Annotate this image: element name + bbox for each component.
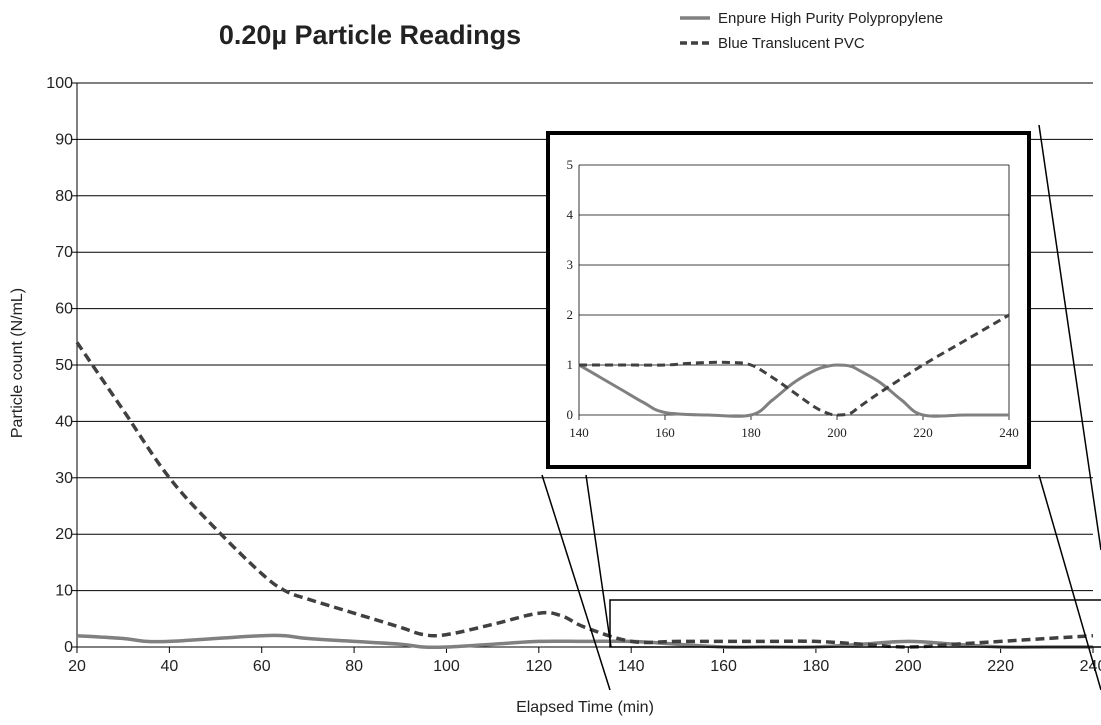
x-tick-label-40: 40 (160, 658, 178, 675)
zoom-connector-right-upper (1038, 124, 1101, 551)
zoom-callout (541, 124, 1101, 691)
x-tick-label-120: 120 (525, 658, 552, 675)
x-tick-label-80: 80 (345, 658, 363, 675)
y-tick-label-90: 90 (55, 131, 73, 148)
inset-series-line-pvc (579, 313, 1010, 417)
y-tick-label-10: 10 (55, 583, 73, 600)
main-x-tick-labels: 20 40 60 80 100 120 140 160 180 200 220 240 (68, 658, 1101, 675)
legend: Enpure High Purity Polypropylene Blue Tr… (680, 10, 943, 52)
inset-x-tick-label-180: 180 (741, 425, 761, 440)
y-tick-label-30: 30 (55, 470, 73, 487)
inset-series-line-enpure (578, 363, 1009, 418)
y-tick-label-40: 40 (55, 413, 73, 430)
zoom-connector-right-lower (1038, 474, 1101, 691)
inset-x-tick-label-220: 220 (913, 425, 933, 440)
inset-x-tick-label-240: 240 (999, 425, 1019, 440)
inset-y-tick-label-1: 1 (567, 357, 574, 372)
x-tick-label-100: 100 (433, 658, 460, 675)
x-tick-label-220: 220 (987, 658, 1014, 675)
inset-y-tick-label-0: 0 (567, 407, 574, 422)
x-tick-label-20: 20 (68, 658, 86, 675)
chart-title: 0.20µ Particle Readings (219, 20, 521, 50)
inset-series-lines (578, 313, 1010, 418)
inset-chart: 0 1 2 3 4 5 140 160 180 200 220 240 (546, 131, 1031, 469)
inset-x-tick-label-160: 160 (655, 425, 675, 440)
y-tick-label-0: 0 (64, 639, 73, 656)
inset-frame (546, 131, 1031, 469)
inset-y-tick-label-2: 2 (567, 307, 574, 322)
x-tick-label-160: 160 (710, 658, 737, 675)
y-tick-label-70: 70 (55, 244, 73, 261)
inset-x-tick-label-200: 200 (827, 425, 847, 440)
main-y-tick-labels: 0 10 20 30 40 50 60 70 80 90 100 (46, 75, 73, 656)
legend-label-pvc: Blue Translucent PVC (718, 35, 865, 52)
x-tick-label-180: 180 (803, 658, 830, 675)
y-tick-label-60: 60 (55, 301, 73, 318)
series-line-enpure (76, 633, 1093, 650)
zoom-region-box (609, 599, 1101, 648)
inset-x-tick-label-140: 140 (569, 425, 589, 440)
y-axis-label: Particle count (N/mL) (9, 288, 26, 438)
x-tick-label-200: 200 (895, 658, 922, 675)
zoom-connector-left-outer (541, 474, 611, 691)
x-axis-label: Elapsed Time (min) (516, 699, 654, 716)
inset-y-tick-label-4: 4 (567, 207, 574, 222)
y-tick-label-80: 80 (55, 188, 73, 205)
inset-y-tick-label-5: 5 (567, 157, 574, 172)
y-tick-label-50: 50 (55, 357, 73, 374)
y-tick-label-20: 20 (55, 526, 73, 543)
x-tick-label-240: 240 (1080, 658, 1101, 675)
zoom-connector-left-inner (585, 474, 612, 648)
y-tick-label-100: 100 (46, 75, 73, 92)
legend-label-enpure: Enpure High Purity Polypropylene (718, 10, 943, 27)
inset-y-tick-label-3: 3 (567, 257, 574, 272)
inset-y-tick-labels: 0 1 2 3 4 5 (567, 157, 574, 422)
x-tick-label-140: 140 (618, 658, 645, 675)
x-tick-label-60: 60 (253, 658, 271, 675)
inset-x-tick-labels: 140 160 180 200 220 240 (569, 425, 1019, 440)
